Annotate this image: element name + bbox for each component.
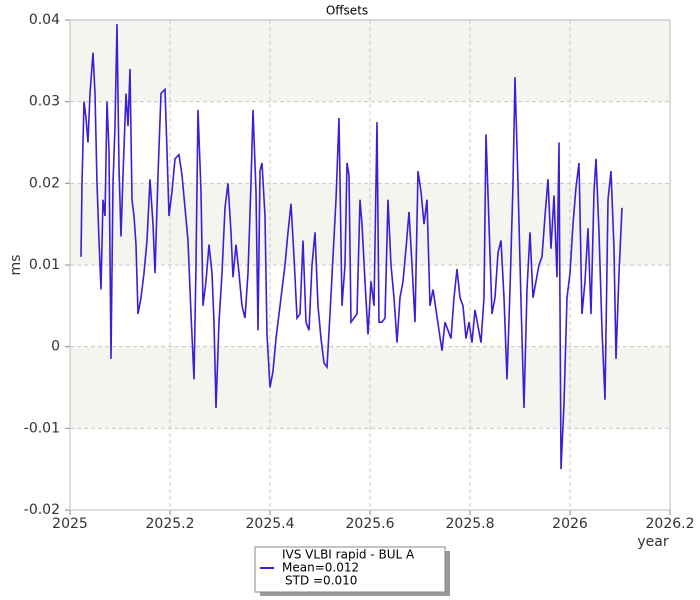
y-tick-label: 0 xyxy=(51,339,60,355)
plot xyxy=(80,24,623,470)
x-axis-label: year xyxy=(637,534,668,550)
y-axis-label: ms xyxy=(8,255,24,276)
x-tick-label: 2026 xyxy=(552,516,588,532)
legend-std: STD =0.010 xyxy=(285,574,357,588)
x-tick-label: 2025.6 xyxy=(346,516,395,532)
legend: IVS VLBI rapid - BUL A Mean=0.012 STD =0… xyxy=(254,546,450,596)
y-tick-label: -0.02 xyxy=(24,502,60,518)
x-tick-label: 2025.8 xyxy=(446,516,495,532)
chart-title: Offsets xyxy=(326,4,368,18)
x-tick-label: 2026.2 xyxy=(646,516,695,532)
plot-band xyxy=(70,20,670,102)
y-tick-label: 0.01 xyxy=(29,257,60,273)
y-tick-label: 0.02 xyxy=(29,175,60,191)
data-line xyxy=(80,24,623,470)
y-tick-label: 0.04 xyxy=(29,12,60,28)
x-tick-label: 2025.2 xyxy=(146,516,195,532)
plot-frame xyxy=(69,19,671,511)
legend-label: IVS VLBI rapid - BUL A xyxy=(282,548,415,562)
y-tick-label: -0.01 xyxy=(24,420,60,436)
x-tick-label: 2025.4 xyxy=(246,516,295,532)
legend-box xyxy=(254,546,446,593)
y-tick-label: 0.03 xyxy=(29,94,60,110)
x-tick-label: 2025 xyxy=(52,516,88,532)
legend-mean: Mean=0.012 xyxy=(282,561,359,575)
